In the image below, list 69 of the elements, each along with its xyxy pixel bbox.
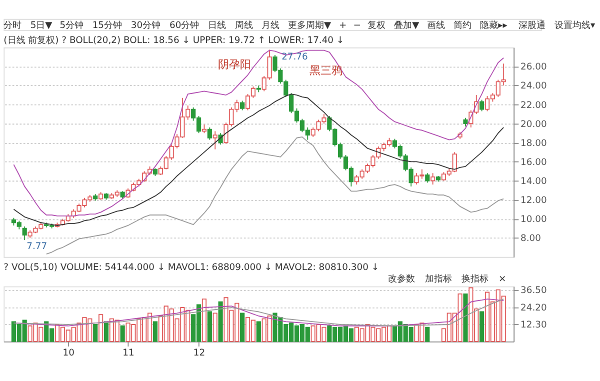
text: 60分钟 [170,20,200,32]
candlestick [430,172,436,185]
text: × [498,274,506,285]
bar [207,311,212,342]
bar [256,321,261,342]
y-tick-label: 10.00 [520,214,547,226]
bar [98,314,104,342]
bar [104,321,109,342]
annotation: 27.76 [282,52,308,63]
x-tick-label: 12 [193,348,206,359]
text: 复权 [368,20,386,32]
candlestick [480,99,484,112]
annotation: 黑三鸦 [310,64,343,78]
bar [425,326,430,342]
candlestick [425,172,430,184]
chart-subtitle: (日线 前复权) ? BOLL(20,2) BOLL: 18.56 ↓ UPPER: 19.72 ↑ LOWER: 17.40 ↓ [4,34,344,46]
text: 5日▼ [30,20,54,32]
chart-subtitle: ? VOL(5,10) VOLUME: 54144.000 ↓ MAVOL1: 68809.000 ↓ MAVOL2: 80810.300 ↓ [4,262,380,273]
annotation: 7.77 [26,241,48,252]
y-tick-label: 12.00 [520,194,547,206]
text: 15分钟 [92,20,122,32]
text: 加指标 [424,274,452,285]
text: 周线 [234,20,253,32]
y-tick-label: 18.00 [520,138,547,149]
candlestick [207,126,212,140]
text: 画线 [426,20,445,32]
text: 月线 [261,20,280,32]
y-tick-label: 8.00 [520,233,542,244]
bar [463,293,468,342]
text: + [339,20,347,32]
y-tick-label: 24.00 [520,80,547,92]
text: 换指标 [462,274,489,285]
y-tick-label: 36.50 [520,285,547,296]
text: 分时 [4,20,22,32]
bar [240,312,245,342]
y-tick-label: 14.00 [520,176,547,187]
text: 深股通 [518,20,546,32]
text: 改参数 [388,274,416,285]
candlestick [240,100,245,111]
bar [152,321,158,342]
y-tick-label: 12.30 [520,319,547,330]
x-tick-label: 11 [122,348,134,359]
text: 简约 [453,20,472,32]
text: 5分钟 [60,20,84,32]
x-tick-label: 10 [62,348,75,359]
text: 更多周期▼ [288,20,332,32]
candlestick [212,130,218,150]
text: 30分钟 [130,20,161,32]
bar [212,312,218,342]
bar [202,298,207,342]
text: 日线 [208,20,226,32]
text: 叠加▼ [394,20,420,32]
bar [480,311,484,342]
text: − [353,20,361,32]
y-tick-label: 20.00 [520,118,547,130]
bar [120,325,125,342]
line-series [13,94,504,226]
line-series [13,298,504,326]
y-tick-label: 16.00 [520,156,547,168]
y-tick-label: 26.00 [520,62,547,73]
text: 隐藏▸▸ [480,20,508,32]
bar [218,301,223,342]
candlestick [22,226,27,241]
bar [93,324,98,342]
y-tick-label: 24.20 [520,302,547,314]
annotation: 阴孕阳 [218,58,251,71]
text: 设置均线▾ [554,20,596,32]
line-series [46,136,504,255]
y-tick-label: 22.00 [520,100,547,111]
